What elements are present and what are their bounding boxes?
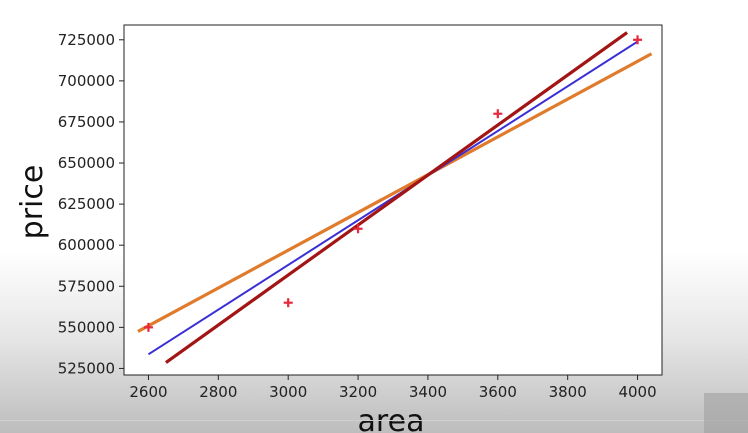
fit-line-3	[164, 31, 628, 364]
data-point	[283, 298, 293, 308]
x-tick-label: 2600	[129, 383, 167, 401]
x-tick-label: 2800	[199, 383, 237, 401]
x-tick-label: 3600	[479, 383, 517, 401]
data-point	[353, 224, 363, 234]
data-points	[143, 35, 643, 332]
y-tick-label: 650000	[58, 154, 115, 172]
y-tick-label: 700000	[58, 72, 115, 90]
y-axis-label: price	[15, 165, 50, 240]
y-tick-label: 575000	[58, 277, 115, 295]
data-point	[143, 322, 153, 332]
y-tick-label: 675000	[58, 113, 115, 131]
y-axis-ticks: 525000 550000 575000 600000 625000 650000 6750…	[58, 31, 124, 377]
x-tick-label: 3800	[549, 383, 587, 401]
x-axis-label: area	[358, 404, 425, 433]
y-tick-label: 550000	[58, 318, 115, 336]
y-tick-label: 600000	[58, 236, 115, 254]
y-tick-label: 625000	[58, 195, 115, 213]
data-point	[493, 109, 503, 119]
video-thumbnail	[704, 393, 748, 433]
x-tick-label: 3200	[339, 383, 377, 401]
y-tick-label: 725000	[58, 31, 115, 49]
video-progress-line	[0, 420, 748, 421]
fit-line-2	[147, 40, 639, 356]
x-tick-label: 3400	[409, 383, 447, 401]
data-point	[633, 35, 643, 45]
x-tick-label: 4000	[618, 383, 656, 401]
x-axis-ticks: 2600 2800 3000 3200 3400 3600 3800 4000	[129, 375, 657, 401]
y-tick-label: 525000	[58, 359, 115, 377]
x-tick-label: 3000	[269, 383, 307, 401]
fit-line-1	[137, 52, 653, 333]
fit-lines	[137, 31, 653, 364]
